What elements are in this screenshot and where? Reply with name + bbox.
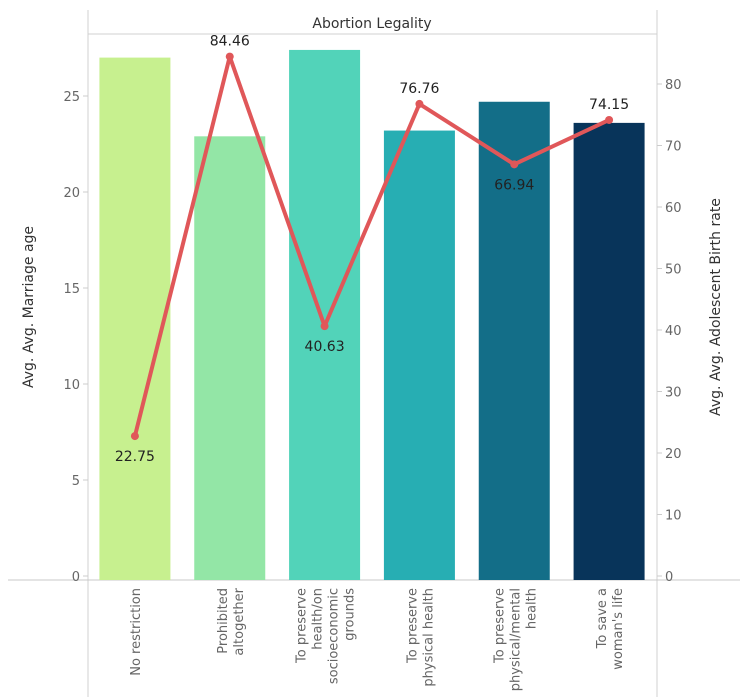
birth-rate-point[interactable]: [605, 115, 614, 124]
right-tick-label: 0: [665, 570, 673, 585]
category-label-line: health: [524, 588, 539, 629]
category-label-line: health/on: [311, 588, 326, 650]
category-label: To save a woman's life: [595, 588, 626, 670]
right-tick-label: 80: [665, 78, 682, 93]
bar-marriage-age[interactable]: [289, 49, 361, 581]
category-label-line: physical health: [421, 588, 436, 687]
right-tick-label: 50: [665, 263, 682, 278]
birth-rate-point[interactable]: [225, 52, 234, 61]
left-axis: Avg. Avg. Marriage age 0 5 10 15 20 25: [21, 90, 88, 585]
birth-rate-point[interactable]: [320, 322, 329, 331]
left-tick-label: 20: [63, 186, 80, 201]
birth-rate-point[interactable]: [415, 99, 424, 108]
data-labels: 22.75 84.46 40.63 76.76 66.94 74.15: [115, 34, 629, 466]
birth-rate-label: 76.76: [399, 81, 439, 97]
birth-rate-label: 40.63: [305, 339, 345, 355]
bar-marriage-age[interactable]: [194, 136, 266, 580]
bars: [99, 49, 645, 581]
birth-rate-label: 84.46: [210, 34, 250, 50]
bar-marriage-age[interactable]: [99, 57, 171, 581]
left-tick-label: 25: [63, 90, 80, 105]
category-label-line: grounds: [343, 588, 358, 641]
category-label: To preserve health/on socioeconomic grounds: [295, 588, 358, 684]
left-tick-label: 10: [63, 378, 80, 393]
category-label-line: To preserve: [405, 588, 420, 664]
left-tick-label: 15: [63, 282, 80, 297]
category-label-line: No restriction: [129, 588, 144, 676]
chart-header: Abortion Legality: [312, 16, 431, 32]
category-label-line: To save a: [595, 588, 610, 649]
left-axis-title: Avg. Avg. Marriage age: [21, 226, 37, 388]
left-tick-label: 5: [72, 474, 80, 489]
bar-marriage-age[interactable]: [383, 130, 455, 580]
left-tick-label: 0: [72, 570, 80, 585]
bar-marriage-age[interactable]: [573, 122, 645, 580]
right-tick-label: 70: [665, 140, 682, 155]
right-tick-label: 40: [665, 324, 682, 339]
category-label-line: Prohibited: [216, 588, 231, 654]
category-label: To preserve physical/mental health: [492, 588, 539, 691]
category-label-line: woman's life: [611, 588, 626, 670]
birth-rate-line: [130, 52, 614, 441]
birth-rate-point[interactable]: [130, 432, 139, 441]
category-labels: No restriction Prohibited altogether To pre…: [129, 587, 626, 691]
right-tick-label: 30: [665, 386, 682, 401]
category-label-line: To preserve: [295, 588, 310, 664]
right-tick-label: 20: [665, 447, 682, 462]
category-label-line: To preserve: [492, 588, 507, 664]
chart-title: Abortion Legality: [312, 16, 431, 32]
category-label: Prohibited altogether: [216, 587, 247, 655]
right-tick-label: 60: [665, 201, 682, 216]
birth-rate-label: 74.15: [589, 97, 629, 113]
birth-rate-label: 22.75: [115, 449, 155, 465]
right-axis: Avg. Avg. Adolescent Birth rate 0 10 20 30 4…: [657, 78, 724, 585]
bar-marriage-age[interactable]: [478, 101, 550, 580]
birth-rate-point[interactable]: [510, 160, 519, 169]
category-label-line: altogether: [232, 587, 247, 655]
birth-rate-label: 66.94: [494, 177, 534, 193]
right-axis-title: Avg. Avg. Adolescent Birth rate: [708, 198, 724, 416]
category-label: To preserve physical health: [405, 588, 436, 687]
category-label-line: physical/mental: [508, 588, 523, 691]
category-label: No restriction: [129, 588, 144, 676]
right-tick-label: 10: [665, 509, 682, 524]
category-label-line: socioeconomic: [327, 588, 342, 684]
birth-rate-polyline: [132, 54, 610, 437]
